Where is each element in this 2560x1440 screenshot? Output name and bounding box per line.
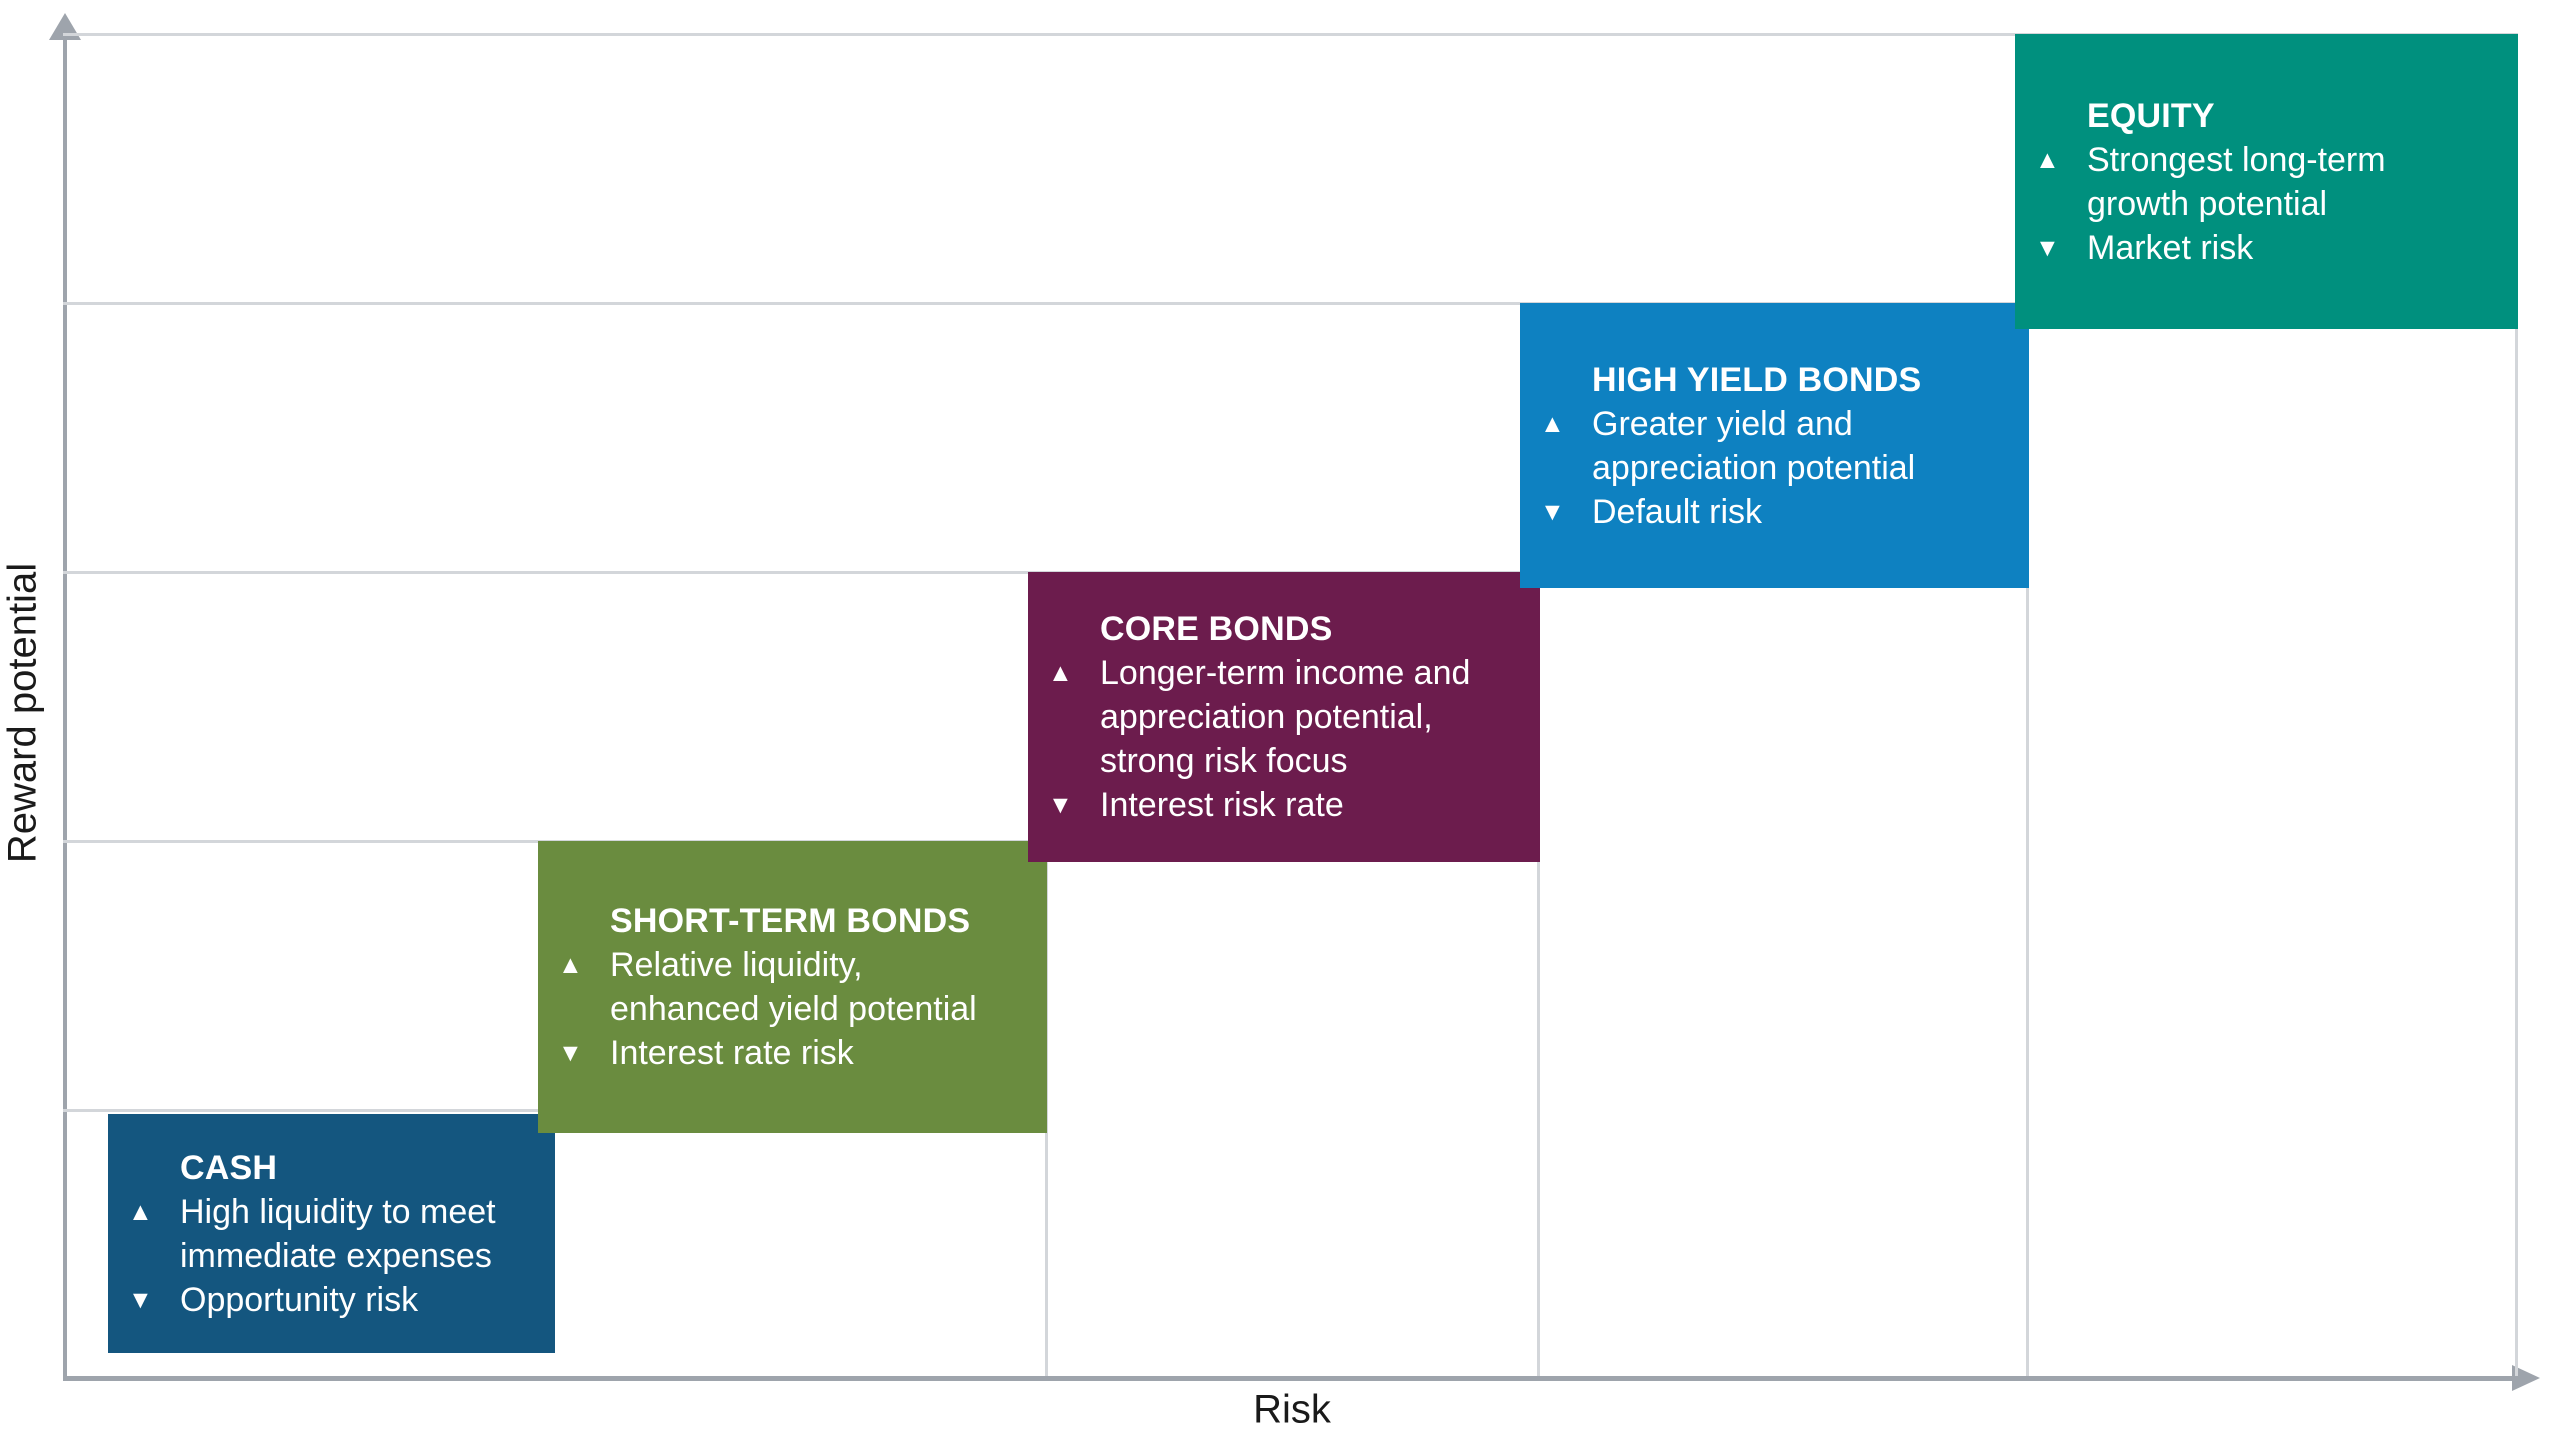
gridline-step-high-yield (63, 302, 2029, 305)
asset-title: EQUITY (2087, 96, 2215, 135)
down-triangle-icon: ▼ (558, 1039, 583, 1067)
asset-title-row: HIGH YIELD BONDS (1540, 358, 2003, 402)
advantage-row: ▲ Greater yield and appreciation potenti… (1540, 402, 2003, 490)
up-triangle-icon: ▲ (1048, 659, 1073, 687)
down-triangle-icon: ▼ (2035, 233, 2060, 262)
x-axis-label: Risk (1253, 1387, 1331, 1432)
advantage-row: ▲ Relative liquidity, enhanced yield pot… (558, 943, 1021, 1031)
risk-text: Default risk (1592, 492, 1763, 531)
asset-box-short-term-bonds: SHORT-TERM BONDS ▲ Relative liquidity, e… (538, 841, 1047, 1133)
down-triangle-icon: ▼ (128, 1285, 153, 1314)
advantage-text: Longer-term income and appreciation pote… (1100, 654, 1471, 780)
advantage-text: High liquidity to meet immediate expense… (180, 1192, 496, 1275)
up-triangle-icon: ▲ (128, 1197, 153, 1226)
asset-title: CASH (180, 1148, 278, 1187)
asset-box-cash: CASH ▲ High liquidity to meet immediate … (108, 1114, 555, 1353)
risk-row: ▼ Interest rate risk (558, 1031, 1021, 1075)
advantage-row: ▲ Longer-term income and appreciation po… (1048, 651, 1514, 783)
up-triangle-icon: ▲ (558, 951, 583, 979)
x-axis-line (63, 1376, 2516, 1381)
risk-text: Opportunity risk (180, 1280, 419, 1319)
asset-title-row: CORE BONDS (1048, 607, 1514, 651)
advantage-row: ▲ High liquidity to meet immediate expen… (128, 1190, 529, 1278)
advantage-text: Relative liquidity, enhanced yield poten… (610, 946, 977, 1028)
asset-title: HIGH YIELD BONDS (1592, 360, 1922, 399)
asset-title-row: EQUITY (2035, 94, 2492, 138)
step-edge-high-yield (2026, 302, 2029, 1376)
step-edge-core (1537, 571, 1540, 1376)
risk-row: ▼ Market risk (2035, 226, 2492, 270)
asset-box-core-bonds: CORE BONDS ▲ Longer-term income and appr… (1028, 572, 1540, 862)
asset-title-row: SHORT-TERM BONDS (558, 899, 1021, 943)
gridline-step-equity (63, 33, 2518, 36)
y-axis-label: Reward potential (0, 562, 45, 864)
risk-row: ▼ Opportunity risk (128, 1278, 529, 1322)
asset-title: SHORT-TERM BONDS (610, 902, 971, 940)
advantage-text: Greater yield and appreciation potential (1592, 404, 1916, 487)
asset-title-row: CASH (128, 1146, 529, 1190)
chart-right-border (2515, 33, 2518, 1376)
risk-text: Market risk (2087, 228, 2254, 267)
asset-box-high-yield-bonds: HIGH YIELD BONDS ▲ Greater yield and app… (1520, 303, 2029, 588)
risk-row: ▼ Default risk (1540, 490, 2003, 534)
asset-box-equity: EQUITY ▲ Strongest long-term growth pote… (2015, 34, 2518, 329)
up-triangle-icon: ▲ (1540, 409, 1565, 438)
down-triangle-icon: ▼ (1048, 791, 1073, 819)
asset-title: CORE BONDS (1100, 610, 1333, 648)
risk-text: Interest rate risk (610, 1034, 854, 1072)
y-axis-line (63, 30, 67, 1381)
down-triangle-icon: ▼ (1540, 497, 1565, 526)
risk-row: ▼ Interest risk rate (1048, 783, 1514, 827)
risk-text: Interest risk rate (1100, 786, 1344, 824)
advantage-text: Strongest long-term growth potential (2087, 140, 2386, 223)
advantage-row: ▲ Strongest long-term growth potential (2035, 138, 2492, 226)
gridline-step-cash (63, 1109, 556, 1112)
gridline-step-core (63, 571, 1540, 574)
up-triangle-icon: ▲ (2035, 145, 2060, 174)
